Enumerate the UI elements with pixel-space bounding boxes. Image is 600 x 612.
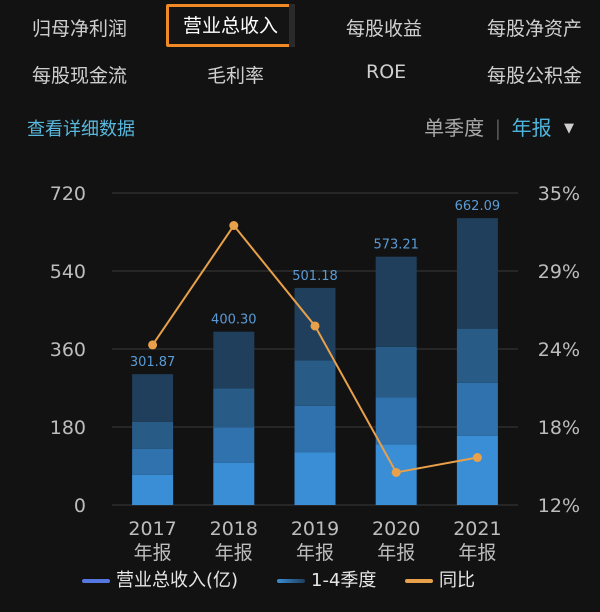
y-right-tick-label: 35% [538, 183, 580, 205]
tab-roe[interactable]: ROE [366, 61, 407, 83]
x-tick-kind: 年报 [215, 542, 253, 564]
legend-label-revenue: 营业总收入(亿) [116, 570, 239, 591]
period-annual-option[interactable]: 年报 [511, 116, 552, 140]
legend-label-quarters: 1-4季度 [311, 570, 377, 591]
y-left-tick-label: 360 [50, 339, 86, 361]
bar-value-label: 400.30 [211, 313, 257, 328]
x-tick-year: 2017 [128, 518, 176, 540]
bar-segment-q1 [213, 462, 255, 505]
bar-value-label: 662.09 [455, 199, 501, 214]
x-tick-kind: 年报 [377, 542, 415, 564]
bar-segment-q4 [375, 256, 417, 347]
y-left-tick-label: 540 [50, 261, 86, 283]
bar-segment-q3 [375, 346, 417, 398]
yoy-point [148, 340, 158, 350]
legend-swatch-revenue [82, 579, 110, 583]
bar-segment-q2 [456, 382, 498, 436]
legend-item-yoy[interactable]: 同比 [405, 566, 475, 592]
tab-total-revenue[interactable]: 营业总收入 [166, 4, 296, 47]
period-divider: | [494, 116, 502, 140]
y-right-tick-label: 12% [538, 495, 580, 517]
period-toggle: 单季度 | 年报 ▼ [424, 112, 574, 141]
chevron-down-icon[interactable]: ▼ [564, 121, 574, 136]
y-right-tick-label: 29% [538, 261, 580, 283]
bar-segment-q2 [375, 397, 417, 445]
yoy-point [472, 453, 482, 463]
y-left-tick-label: 180 [50, 417, 86, 439]
bar-segment-q2 [132, 448, 174, 475]
x-tick-kind: 年报 [134, 542, 172, 564]
tab-net-profit[interactable]: 归母净利润 [32, 18, 128, 40]
x-tick-year: 2020 [372, 518, 420, 540]
x-tick-year: 2018 [210, 518, 258, 540]
tab-eps[interactable]: 每股收益 [346, 18, 423, 40]
tab-gross-margin[interactable]: 毛利率 [207, 65, 265, 87]
bar-segment-q3 [213, 388, 255, 428]
bar-segment-q4 [213, 331, 255, 389]
x-tick-kind: 年报 [296, 542, 334, 564]
bar-segment-q3 [132, 421, 174, 449]
yoy-point [310, 321, 320, 331]
bar-segment-q2 [294, 405, 336, 453]
bar-segment-q1 [456, 435, 498, 505]
x-tick-year: 2021 [453, 518, 501, 540]
legend-label-yoy: 同比 [439, 570, 475, 591]
y-right-tick-label: 24% [538, 339, 580, 361]
bar-segment-q4 [456, 218, 498, 329]
tab-reserve-per-share[interactable]: 每股公积金 [487, 65, 583, 87]
tab-cash-flow-per-share[interactable]: 每股现金流 [32, 65, 128, 87]
tab-bvps[interactable]: 每股净资产 [487, 18, 583, 40]
legend-swatch-quarters [277, 579, 305, 583]
bar-segment-q3 [294, 360, 336, 406]
yoy-point [391, 467, 401, 477]
bar-value-label: 573.21 [373, 238, 419, 253]
bar-value-label: 501.18 [292, 269, 338, 284]
y-left-tick-label: 0 [74, 495, 86, 517]
bar-value-label: 301.87 [130, 355, 176, 370]
bar-segment-q1 [294, 452, 336, 505]
period-quarterly-option[interactable]: 单季度 [424, 116, 485, 140]
y-right-tick-label: 18% [538, 417, 580, 439]
yoy-point [229, 221, 239, 231]
legend-item-quarters[interactable]: 1-4季度 [277, 566, 376, 592]
bar-segment-q1 [132, 474, 174, 505]
y-left-tick-label: 720 [50, 183, 86, 205]
bar-segment-q3 [456, 328, 498, 383]
indicator-tabs: 归母净利润 营业总收入 每股收益 每股净资产 每股现金流 毛利率 ROE 每股公… [0, 0, 600, 100]
bar-segment-q2 [213, 427, 255, 463]
x-tick-year: 2019 [291, 518, 339, 540]
legend-item-revenue[interactable]: 营业总收入(亿) [82, 566, 238, 592]
view-details-link[interactable]: 查看详细数据 [27, 119, 135, 140]
legend-swatch-yoy [405, 579, 433, 583]
x-tick-kind: 年报 [458, 542, 496, 564]
bar-segment-q4 [132, 374, 174, 422]
chart-legend: 营业总收入(亿) 1-4季度 同比 [0, 566, 600, 596]
